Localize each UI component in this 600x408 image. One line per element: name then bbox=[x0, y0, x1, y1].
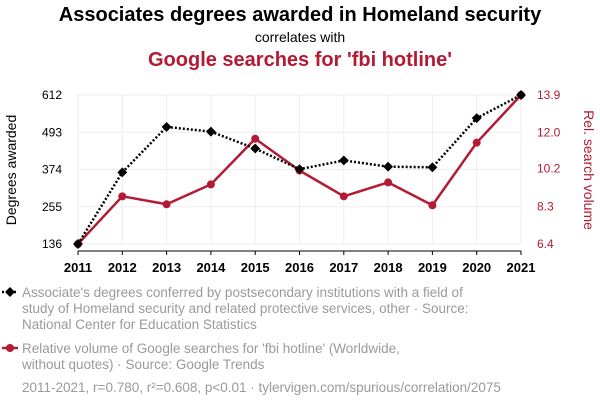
y-left-tick-label: 612 bbox=[42, 88, 62, 102]
y-left-tick-label: 374 bbox=[42, 163, 62, 177]
data-point-searches bbox=[118, 192, 127, 201]
x-tick-label: 2019 bbox=[418, 260, 447, 275]
y-right-tick-label: 13.9 bbox=[537, 88, 561, 102]
x-tick-label: 2016 bbox=[285, 260, 314, 275]
y-right-axis-label: Rel. search volume bbox=[581, 110, 597, 230]
y-left-tick-label: 136 bbox=[42, 237, 62, 251]
x-tick-label: 2015 bbox=[241, 260, 270, 275]
data-point-degrees bbox=[250, 143, 261, 154]
legend-label-searches-line1: Relative volume of Google searches for '… bbox=[22, 341, 400, 356]
legend-label-degrees-line2: study of Homeland security and related p… bbox=[22, 301, 468, 316]
legend-label-searches-line2: without quotes) · Source: Google Trends bbox=[21, 357, 265, 372]
data-point-degrees bbox=[205, 126, 216, 137]
data-point-searches bbox=[472, 138, 481, 147]
legend-label-degrees-line3: National Center for Education Statistics bbox=[22, 317, 257, 332]
chart-title: Associates degrees awarded in Homeland s… bbox=[59, 4, 542, 26]
data-point-searches bbox=[162, 200, 171, 209]
y-right-tick-label: 8.3 bbox=[537, 199, 554, 213]
footer-stats: 2011-2021, r=0.780, r²=0.608, p<0.01 · t… bbox=[22, 380, 501, 395]
x-tick-label: 2013 bbox=[152, 260, 181, 275]
x-tick-label: 2017 bbox=[329, 260, 358, 275]
data-point-degrees bbox=[117, 167, 128, 178]
y-left-tick-label: 255 bbox=[42, 200, 62, 214]
data-point-searches bbox=[384, 178, 393, 187]
y-right-tick-label: 12.0 bbox=[537, 126, 561, 140]
data-point-degrees bbox=[161, 121, 172, 132]
legend-marker-degrees bbox=[5, 287, 15, 297]
y-right-tick-label: 10.2 bbox=[537, 162, 561, 176]
axes: 136 255 374 493 612 6.4 8.3 10.2 12.0 13.9 2011 201… bbox=[42, 88, 561, 275]
y-right-tick-label: 6.4 bbox=[537, 237, 554, 251]
data-point-searches bbox=[339, 192, 348, 201]
legend-label-degrees-line1: Associate's degrees conferred by postsec… bbox=[22, 285, 463, 300]
data-point-degrees bbox=[294, 164, 305, 175]
data-point-searches bbox=[428, 201, 437, 210]
data-point-degrees bbox=[427, 162, 438, 173]
x-tick-label: 2012 bbox=[108, 260, 137, 275]
data-point-degrees bbox=[73, 239, 83, 249]
y-left-axis-label: Degrees awarded bbox=[3, 115, 19, 226]
y-left-tick-label: 493 bbox=[42, 125, 62, 139]
x-tick-label: 2014 bbox=[196, 260, 226, 275]
legend-marker-searches bbox=[6, 344, 14, 352]
x-tick-label: 2011 bbox=[64, 260, 92, 275]
data-point-searches bbox=[251, 134, 260, 143]
chart-subtitle: Google searches for 'fbi hotline' bbox=[148, 49, 452, 71]
x-tick-label: 2018 bbox=[374, 260, 403, 275]
legend: Associate's degrees conferred by postsec… bbox=[2, 285, 468, 372]
data-point-degrees bbox=[516, 90, 526, 100]
data-point-degrees bbox=[383, 161, 394, 172]
chart-connector-text: correlates with bbox=[255, 29, 345, 45]
data-point-searches bbox=[206, 180, 215, 189]
x-tick-label: 2020 bbox=[462, 260, 491, 275]
data-point-degrees bbox=[338, 155, 349, 166]
series-group bbox=[73, 90, 526, 249]
x-tick-label: 2021 bbox=[507, 260, 536, 275]
